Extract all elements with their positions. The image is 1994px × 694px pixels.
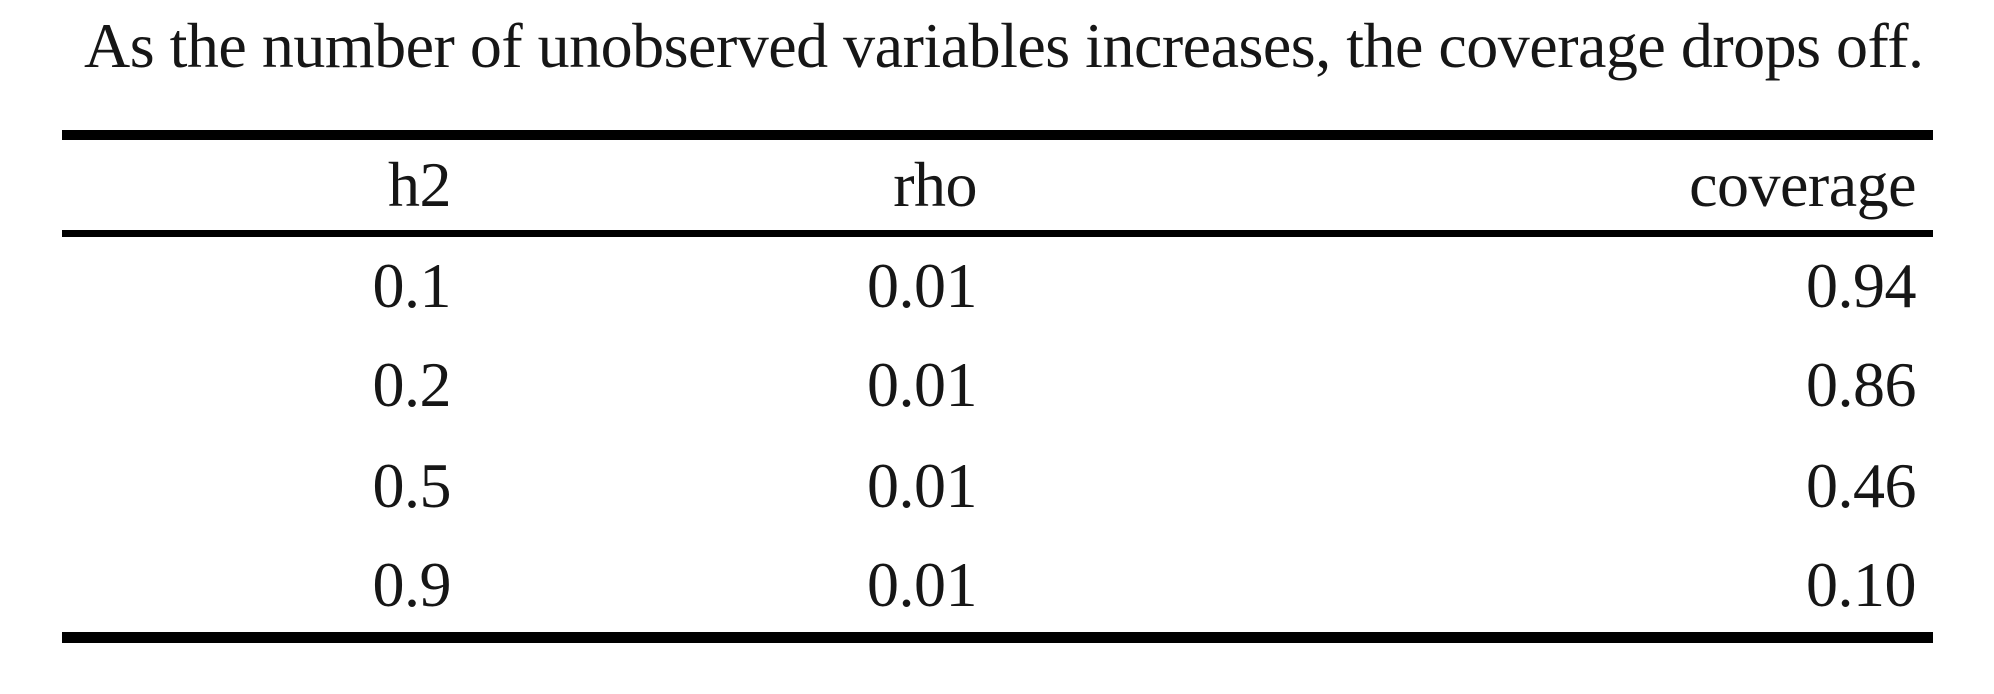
table-cell: 0.1: [372, 250, 452, 322]
table-cell: 0.5: [372, 450, 452, 522]
table-cell: 0.01: [867, 450, 978, 522]
column-header-coverage: coverage: [977, 129, 1933, 238]
header-row: h2 rho coverage: [62, 129, 1933, 238]
table-row: 0.9 0.01 0.10: [62, 536, 1933, 644]
table-caption: As the number of unobserved variables in…: [84, 10, 1924, 81]
results-table: h2 rho coverage 0.1 0.01 0.94 0.2 0.01 0.86 0.…: [62, 129, 1933, 644]
table-row: 0.1 0.01 0.94: [62, 234, 1933, 335]
table-body: 0.1 0.01 0.94 0.2 0.01 0.86 0.5 0.01 0.46 0.9 0.01…: [62, 234, 1933, 644]
table-row: 0.2 0.01 0.86: [62, 335, 1933, 436]
table-cell: 0.01: [867, 349, 978, 421]
table-row: 0.5 0.01 0.46: [62, 436, 1933, 537]
table-cell: 0.9: [62, 536, 452, 644]
table-cell: 0.10: [977, 536, 1933, 644]
column-header-rho: rho: [451, 129, 978, 238]
table-cell: 0.2: [372, 349, 452, 421]
table-cell: 0.46: [1806, 450, 1917, 522]
table-header: h2 rho coverage: [62, 129, 1933, 238]
table-cell: 0.94: [1806, 250, 1917, 322]
table-cell: 0.01: [867, 250, 978, 322]
table-cell: 0.86: [1806, 349, 1917, 421]
table-cell: 0.01: [451, 536, 978, 644]
column-header-h2: h2: [62, 129, 452, 238]
